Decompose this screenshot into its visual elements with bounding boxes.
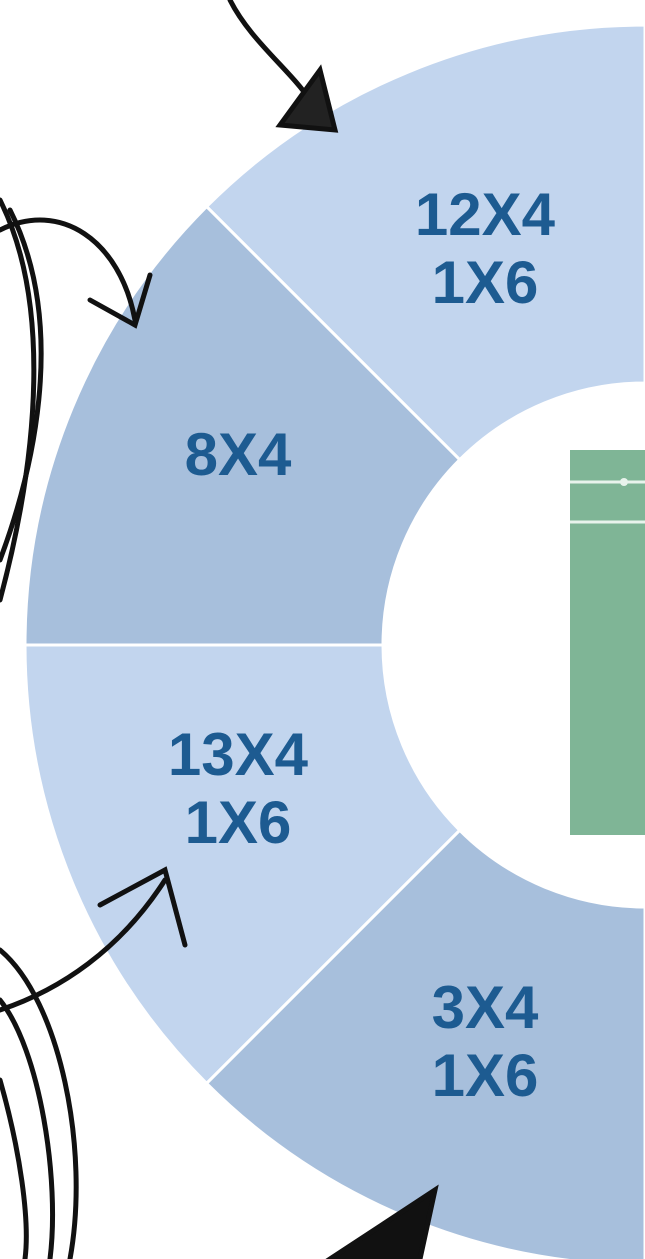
panel-dot (620, 478, 628, 486)
arrow-head (280, 70, 335, 130)
segment-label: 3X4 (432, 974, 539, 1041)
page: 12X41X68X413X41X63X41X6 (() => { const d… (0, 0, 645, 1259)
center-panel (570, 450, 645, 835)
segment-label: 13X4 (168, 721, 309, 788)
donut-diagram: 12X41X68X413X41X63X41X6 (0, 0, 645, 1259)
scribble (0, 1080, 26, 1259)
segment-label: 1X6 (432, 249, 539, 316)
segment-label: 8X4 (185, 421, 292, 488)
segment-label: 12X4 (415, 181, 556, 248)
arrow (230, 0, 310, 100)
segment-label: 1X6 (432, 1042, 539, 1109)
segment-label: 1X6 (185, 789, 292, 856)
green-panel (570, 450, 645, 835)
